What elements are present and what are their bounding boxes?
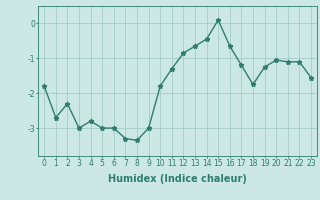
X-axis label: Humidex (Indice chaleur): Humidex (Indice chaleur) xyxy=(108,174,247,184)
